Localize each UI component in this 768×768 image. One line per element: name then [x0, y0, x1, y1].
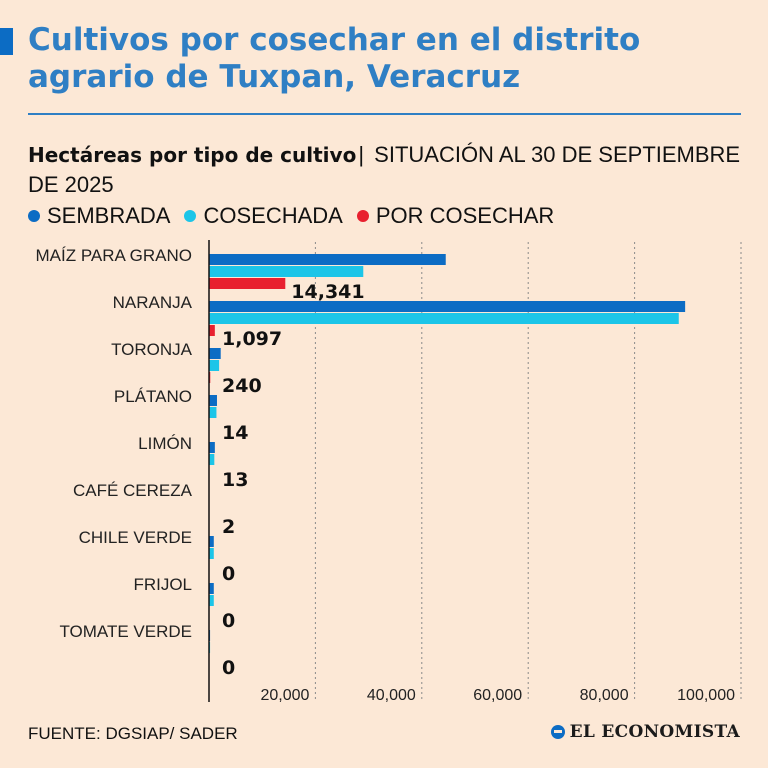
- bar-sembrada-limon: [209, 442, 215, 453]
- bar-cosechada-platano: [209, 407, 217, 418]
- data-label-maiz-para-grano: 14,341: [291, 281, 364, 303]
- legend-label-cosechada: COSECHADA: [203, 203, 343, 228]
- x-tick-label-100000: 100,000: [677, 687, 735, 704]
- bar-sembrada-toronja: [209, 348, 221, 359]
- bar-cosechada-chile-verde: [209, 548, 214, 559]
- legend-item-sembrada: SEMBRADA: [28, 203, 170, 229]
- data-label-frijol: 0: [222, 610, 235, 632]
- category-label-naranja: NARANJA: [113, 293, 193, 312]
- brand-name: EL ECONOMISTA: [569, 722, 740, 742]
- subtitle-bold: Hectáreas por tipo de cultivo: [28, 143, 357, 167]
- category-label-maiz-para-grano: MAÍZ PARA GRANO: [36, 246, 193, 265]
- legend-dot-cosechada: [184, 210, 197, 222]
- bar-chart: 20,000 40,000 60,000 80,000 100,000 MAÍZ PARA…: [36, 240, 742, 704]
- x-tick-label-80000: 80,000: [580, 687, 629, 704]
- data-label-platano: 14: [222, 422, 248, 444]
- bar-cosechada-limon: [209, 454, 215, 465]
- legend-dot-por-cosechar: [356, 210, 369, 222]
- title-accent-bar: [0, 28, 13, 55]
- bar-sembrada-platano: [209, 395, 217, 406]
- x-tick-label-60000: 60,000: [473, 687, 522, 704]
- brand-logo: EL ECONOMISTA: [550, 722, 740, 742]
- chart-subtitle: Hectáreas por tipo de cultivo| SITUACIÓN…: [28, 140, 748, 200]
- bar-cosechada-naranja: [209, 313, 679, 324]
- legend-label-por-cosechar: POR COSECHAR: [375, 203, 555, 228]
- data-label-chile-verde: 0: [222, 563, 235, 585]
- data-label-limon: 13: [222, 469, 248, 491]
- data-label-tomate-verde: 0: [222, 657, 235, 679]
- data-label-naranja: 1,097: [222, 328, 282, 350]
- category-label-limon: LIMÓN: [138, 434, 192, 453]
- subtitle-separator: |: [358, 142, 365, 167]
- bar-cosechada-maiz-para-grano: [209, 266, 364, 277]
- brand-globe-icon: [550, 725, 565, 739]
- bar-por-cosechar-maiz-para-grano: [209, 278, 286, 289]
- legend-label-sembrada: SEMBRADA: [47, 203, 171, 228]
- category-label-toronja: TORONJA: [111, 340, 193, 359]
- legend-item-por-cosechar: POR COSECHAR: [356, 203, 555, 229]
- data-label-cafe-cereza: 2: [222, 516, 235, 538]
- bar-por-cosechar-naranja: [209, 325, 215, 336]
- bar-cosechada-frijol: [209, 595, 214, 606]
- bar-sembrada-naranja: [209, 301, 686, 312]
- category-label-cafe-cereza: CAFÉ CEREZA: [73, 481, 193, 500]
- x-tick-label-20000: 20,000: [260, 687, 309, 704]
- x-tick-label-40000: 40,000: [367, 687, 416, 704]
- category-label-tomate-verde: TOMATE VERDE: [59, 622, 192, 641]
- bar-cosechada-toronja: [209, 360, 220, 371]
- legend-item-cosechada: COSECHADA: [184, 203, 343, 229]
- bar-sembrada-chile-verde: [209, 536, 214, 547]
- bar-sembrada-frijol: [209, 583, 214, 594]
- legend-dot-sembrada: [28, 210, 40, 222]
- category-label-frijol: FRIJOL: [133, 575, 192, 594]
- source-note: FUENTE: DGSIAP/ SADER: [28, 724, 238, 743]
- title-divider: [28, 113, 741, 115]
- bar-sembrada-maiz-para-grano: [209, 254, 446, 265]
- category-label-chile-verde: CHILE VERDE: [79, 528, 192, 547]
- data-label-toronja: 240: [222, 375, 262, 397]
- page-title: Cultivos por cosechar en el distrito agr…: [28, 22, 641, 95]
- chart-legend: SEMBRADA COSECHADA POR COSECHAR: [28, 202, 568, 230]
- subtitle-date: SITUACIÓN AL 30 DE SEPTIEMBRE DE 2025: [28, 142, 741, 197]
- category-label-platano: PLÁTANO: [114, 387, 192, 406]
